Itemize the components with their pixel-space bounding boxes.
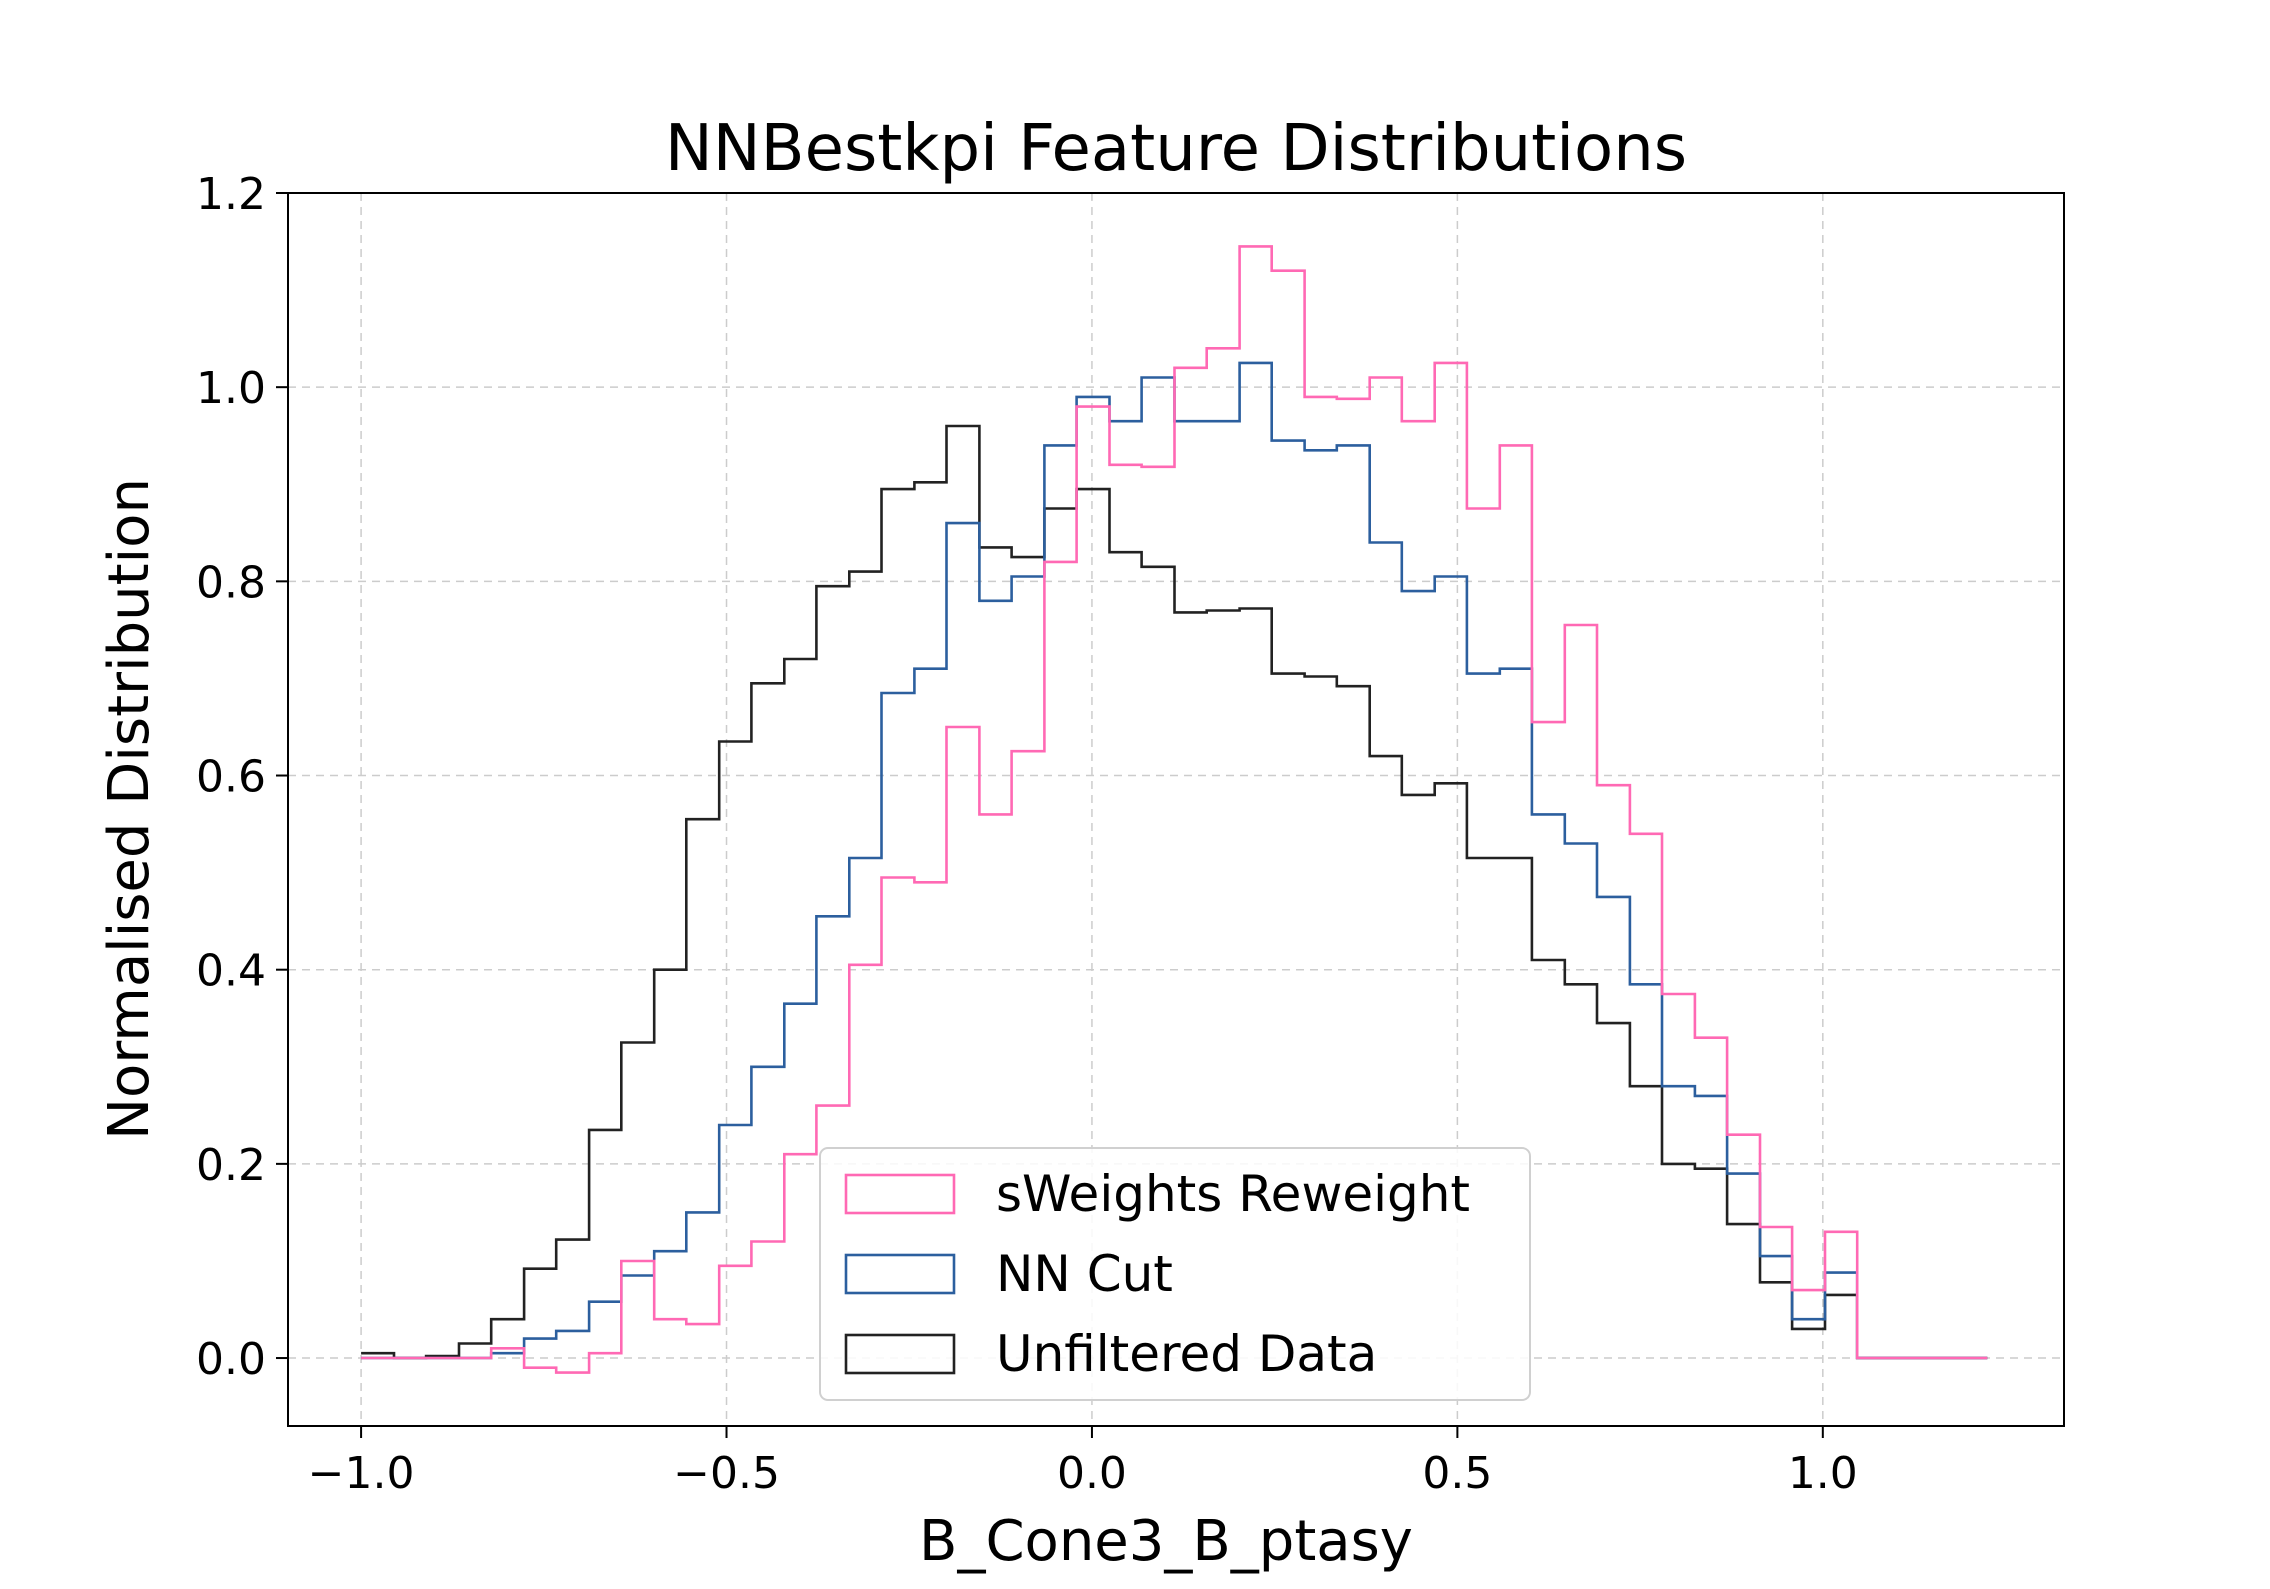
x-tick-label: −0.5 [673, 1448, 780, 1499]
y-tick-label: 0.4 [196, 946, 266, 997]
series-layer [361, 245, 1988, 1374]
legend-swatch [844, 1253, 956, 1295]
y-tick-label: 0.8 [196, 557, 266, 608]
plot-frame [287, 192, 2065, 1427]
y-tick-label: 1.0 [196, 363, 266, 414]
y-tick-label: 1.2 [196, 169, 266, 220]
series-line-sweights-reweight [361, 245, 1988, 1374]
chart-title: NNBestkpi Feature Distributions [665, 112, 1687, 186]
y-tick-label: 0.2 [196, 1140, 266, 1191]
legend-label: Unfiltered Data [996, 1325, 1377, 1383]
x-tick-label: 0.0 [1057, 1448, 1127, 1499]
y-tick-label: 0.6 [196, 752, 266, 803]
legend-label: NN Cut [996, 1245, 1173, 1303]
series-line-unfiltered-data [361, 424, 1988, 1360]
y-axis-title: Normalised Distribution [97, 478, 162, 1140]
x-tick-label: 0.5 [1422, 1448, 1492, 1499]
ticks: −1.0 −0.5 0.0 0.5 1.0 0.0 0.2 0.4 0.6 0.8 1.0 1.2 [196, 169, 1858, 1499]
legend-swatch [844, 1173, 956, 1215]
legend: sWeights Reweight NN Cut Unfiltered Data [819, 1147, 1531, 1401]
x-axis-title: B_Cone3_B_ptasy [919, 1509, 1413, 1574]
legend-label: sWeights Reweight [996, 1165, 1470, 1223]
y-tick-label: 0.0 [196, 1334, 266, 1385]
x-tick-label: −1.0 [308, 1448, 415, 1499]
x-tick-label: 1.0 [1788, 1448, 1858, 1499]
legend-box [819, 1147, 1531, 1401]
legend-swatch [844, 1333, 956, 1375]
